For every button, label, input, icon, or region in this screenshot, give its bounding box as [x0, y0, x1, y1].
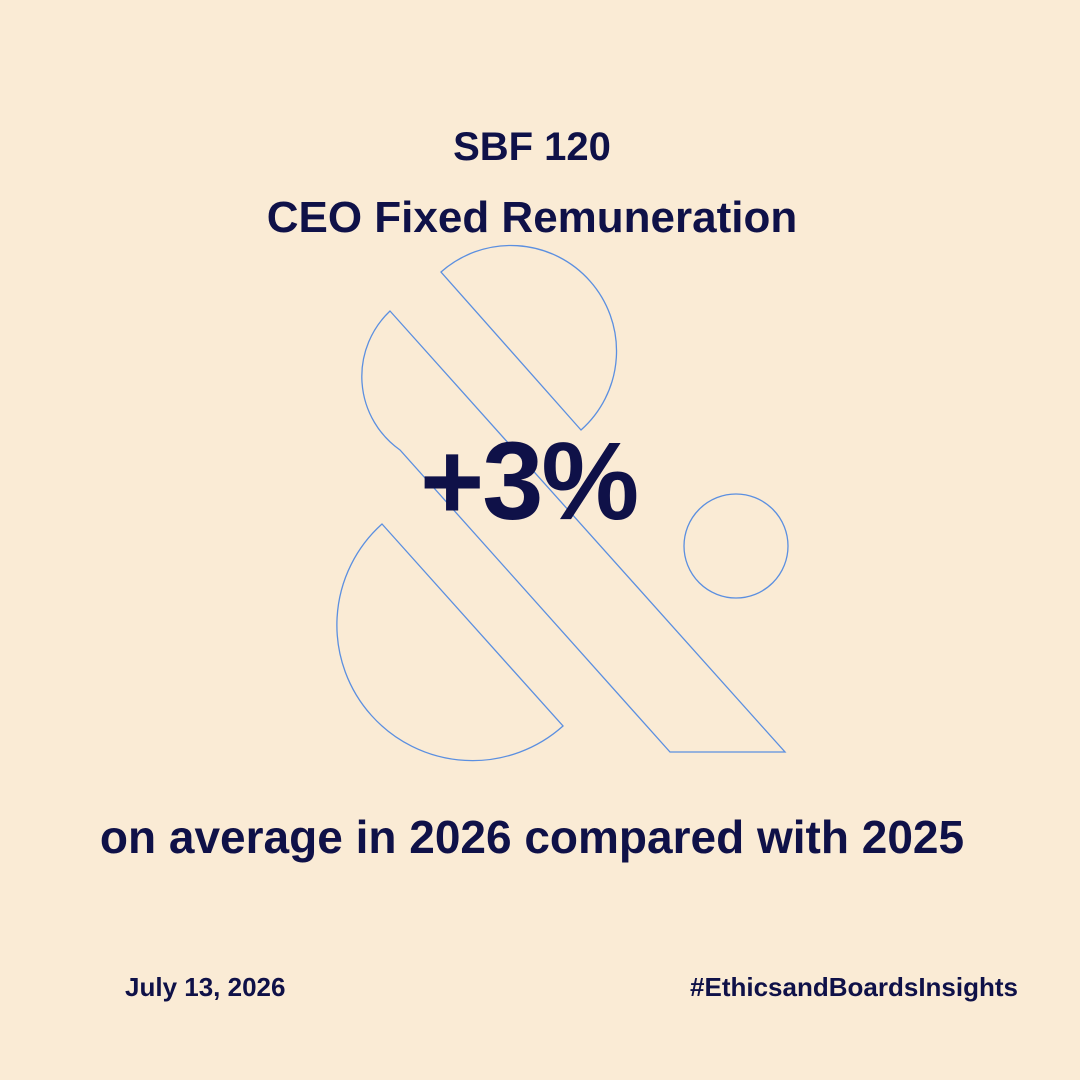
circle — [683, 493, 789, 599]
title-line-1: SBF 120 — [453, 125, 611, 169]
upper-half-circle — [440, 244, 618, 431]
lower-half-circle — [336, 523, 564, 762]
hashtag: #EthicsandBoardsInsights — [690, 972, 1018, 1002]
date: July 13, 2026 — [125, 972, 286, 1002]
subtitle: on average in 2026 compared with 2025 — [99, 811, 965, 863]
diagonal-band — [361, 310, 787, 753]
title-line-2: CEO Fixed Remuneration — [266, 193, 798, 242]
headline-figure: +3% — [420, 420, 639, 543]
